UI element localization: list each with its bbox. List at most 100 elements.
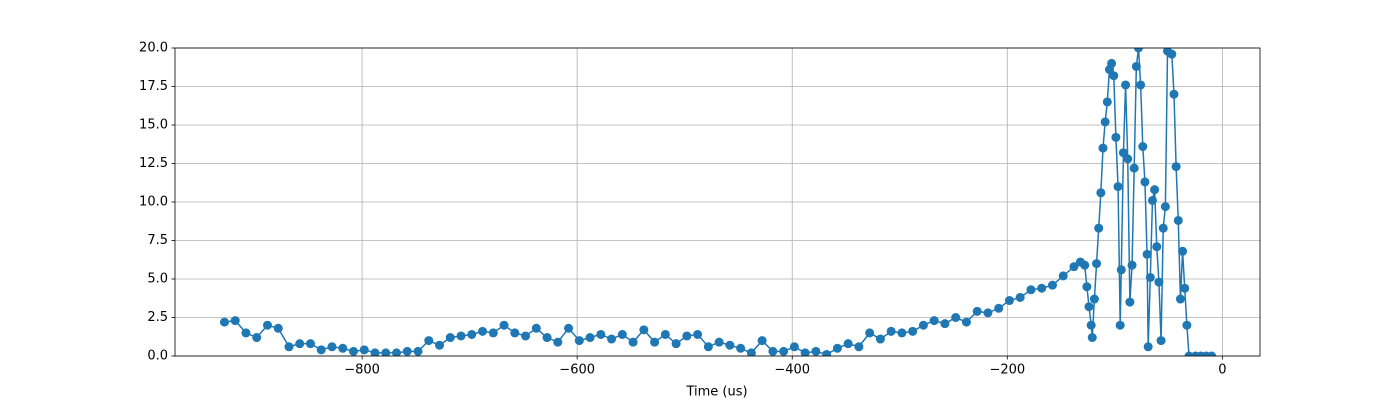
data-point	[1182, 320, 1192, 330]
data-point	[1140, 177, 1150, 187]
data-point	[1089, 294, 1099, 304]
data-point	[1154, 277, 1164, 287]
data-point	[994, 303, 1004, 313]
x-tick-label: −200	[989, 363, 1025, 378]
data-point	[1069, 262, 1079, 272]
data-point	[886, 326, 896, 336]
data-point	[983, 308, 993, 318]
data-point	[961, 317, 971, 327]
data-point	[349, 346, 359, 356]
y-tick-label: 20.0	[139, 41, 168, 56]
data-point	[1160, 202, 1170, 212]
data-point	[1111, 132, 1121, 142]
data-point	[273, 323, 283, 333]
data-point	[746, 348, 756, 356]
data-point	[467, 329, 477, 339]
x-tick-label: 0	[1218, 363, 1226, 378]
data-point	[1147, 195, 1157, 205]
data-point	[435, 340, 445, 350]
data-point	[1156, 336, 1166, 346]
data-point	[1180, 283, 1190, 293]
data-point	[875, 334, 885, 344]
data-point	[908, 326, 918, 336]
data-point	[1158, 223, 1168, 233]
data-point	[628, 337, 638, 347]
x-tick-label: −600	[559, 363, 595, 378]
data-point	[779, 346, 789, 356]
data-point	[230, 316, 240, 326]
data-point	[1096, 188, 1106, 198]
data-point	[1169, 89, 1179, 99]
data-point	[1145, 272, 1155, 282]
data-point	[1175, 294, 1185, 304]
data-point	[1152, 242, 1162, 252]
y-tick-label: 12.5	[139, 156, 168, 171]
data-point	[585, 333, 595, 343]
data-point	[424, 336, 434, 346]
y-tick-label: 0.0	[147, 349, 168, 364]
data-point	[531, 323, 541, 333]
data-point	[714, 337, 724, 347]
data-point	[650, 337, 660, 347]
data-point	[241, 328, 251, 338]
data-point	[359, 345, 369, 355]
data-point	[574, 336, 584, 346]
data-point	[316, 345, 326, 355]
data-point	[768, 346, 778, 356]
data-point	[1127, 260, 1137, 270]
data-point	[757, 336, 767, 346]
data-point	[660, 329, 670, 339]
data-point	[596, 329, 606, 339]
data-point	[1143, 342, 1153, 352]
data-point	[413, 346, 423, 356]
data-point	[1142, 249, 1152, 259]
data-point	[639, 325, 649, 335]
data-point	[284, 342, 294, 352]
y-tick-label: 2.5	[147, 310, 168, 325]
data-point	[521, 331, 531, 341]
data-point	[789, 342, 799, 352]
data-point	[1136, 80, 1146, 90]
y-tick-label: 17.5	[139, 79, 168, 94]
data-point	[499, 320, 509, 330]
data-point	[1138, 142, 1148, 152]
data-point	[1173, 215, 1183, 225]
data-point	[1109, 71, 1119, 81]
data-point	[305, 339, 315, 349]
data-point	[295, 339, 305, 349]
data-point	[1087, 333, 1097, 343]
data-point	[854, 342, 864, 352]
data-point	[553, 337, 563, 347]
data-point	[940, 319, 950, 329]
data-point	[1058, 271, 1068, 281]
data-point	[1015, 292, 1025, 302]
data-point	[1037, 283, 1047, 293]
data-point	[1116, 265, 1126, 275]
data-point	[456, 331, 466, 341]
data-point	[1207, 351, 1217, 356]
plot-frame	[174, 47, 1261, 357]
data-point	[1131, 61, 1141, 71]
data-point	[542, 333, 552, 343]
data-point	[478, 326, 488, 336]
data-point	[1026, 285, 1036, 295]
data-point	[865, 328, 875, 338]
data-point	[617, 329, 627, 339]
data-point	[1080, 260, 1090, 270]
data-point	[1123, 154, 1133, 164]
data-point	[822, 349, 832, 356]
x-tick-label: −400	[774, 363, 810, 378]
data-point	[338, 343, 348, 353]
data-point	[488, 328, 498, 338]
data-point	[682, 331, 692, 341]
data-point	[1129, 163, 1139, 173]
y-tick-label: 15.0	[139, 118, 168, 133]
data-point	[1092, 259, 1102, 269]
x-tick-label: −800	[344, 363, 380, 378]
data-point	[1100, 117, 1110, 127]
data-point	[370, 348, 380, 356]
data-point	[972, 306, 982, 316]
y-tick-label: 7.5	[147, 233, 168, 248]
y-tick-label: 5.0	[147, 272, 168, 287]
